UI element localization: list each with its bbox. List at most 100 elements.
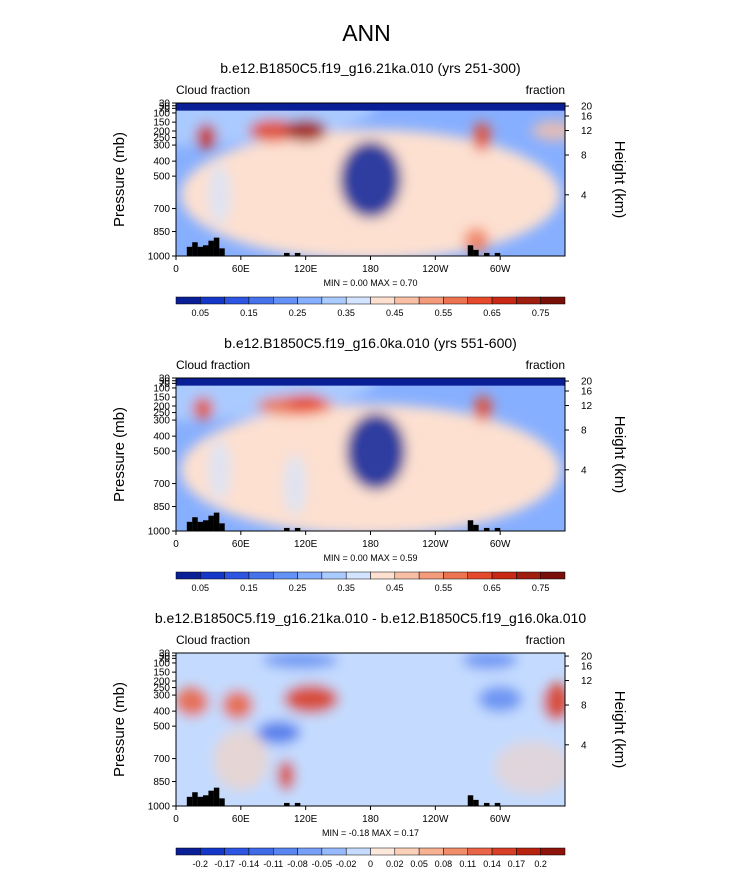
terrain-bar — [494, 802, 501, 806]
height-tick-label: 4 — [581, 465, 587, 476]
colorbar-label: 0.2 — [534, 859, 547, 869]
colorbar-swatch — [467, 571, 493, 580]
terrain-bar — [186, 246, 193, 256]
colorbar-swatch — [345, 296, 371, 305]
y-tick-label: 250 — [153, 133, 170, 144]
y-tick-label: 400 — [153, 157, 170, 168]
terrain-bar — [203, 795, 209, 806]
y-tick-label: 500 — [153, 172, 170, 183]
terrain-bar — [294, 527, 301, 531]
terrain-bar — [473, 249, 479, 256]
x-tick-label: 0 — [173, 264, 179, 275]
colorbar-swatch — [467, 296, 493, 305]
field-blobs — [176, 103, 565, 256]
colorbar-swatch — [175, 296, 201, 305]
terrain-bar — [208, 790, 214, 806]
colorbar-label: -0.2 — [193, 859, 209, 869]
field-blob — [195, 123, 217, 150]
colorbar-swatch — [370, 571, 396, 580]
colorbar-swatch — [491, 296, 517, 305]
y-tick-label: 250 — [153, 683, 170, 694]
left-label: Cloud fraction — [176, 633, 250, 647]
field-blob — [286, 393, 325, 412]
left-label: Cloud fraction — [176, 358, 250, 372]
panel-title: b.e12.B1850C5.f19_g16.21ka.010 - b.e12.B… — [155, 610, 586, 626]
height-tick-label: 16 — [581, 662, 593, 673]
colorbar-swatch — [394, 571, 420, 580]
field-blob — [542, 682, 565, 722]
colorbar-label: 0.45 — [386, 308, 404, 318]
field-blob — [256, 720, 301, 745]
colorbar-swatch — [248, 296, 274, 305]
colorbar-swatch — [418, 847, 444, 856]
colorbar-label: 0.15 — [240, 308, 258, 318]
y-tick-label: 1000 — [148, 802, 171, 813]
height-tick-label: 20 — [581, 102, 593, 113]
colorbar-swatch — [443, 571, 468, 580]
y-tick-label: 100 — [153, 108, 170, 119]
field-blob — [261, 653, 339, 669]
min-max-stats: MIN = -0.18 MAX = 0.17 — [322, 828, 419, 838]
y-tick-label: 30 — [159, 99, 171, 110]
page-title: ANN — [342, 20, 391, 46]
y-tick-label: 300 — [153, 416, 170, 427]
colorbar-swatch — [224, 571, 250, 580]
field-blob — [248, 118, 298, 143]
colorbar-label: -0.11 — [263, 859, 283, 869]
terrain-bar — [483, 527, 490, 531]
y-tick-label: 500 — [153, 447, 170, 458]
terrain-bar — [494, 527, 501, 531]
y-tick-label: 850 — [153, 502, 170, 513]
colorbar-swatch — [540, 571, 566, 580]
terrain-bar — [467, 245, 474, 256]
field-blob — [192, 396, 214, 421]
y-tick-label: 400 — [153, 432, 170, 443]
height-tick-label: 20 — [581, 652, 593, 663]
field-blob — [477, 685, 523, 713]
terrain-bar — [192, 242, 198, 256]
colorbar-label: 0.17 — [508, 859, 526, 869]
field-blob — [494, 740, 565, 795]
colorbar-swatch — [491, 847, 517, 856]
terrain-bar — [284, 527, 290, 531]
stratosphere-band — [176, 378, 565, 386]
terrain-bar — [219, 798, 225, 806]
colorbar-swatch — [540, 296, 566, 305]
x-tick-label: 60E — [232, 539, 250, 550]
colorbar-swatch — [394, 296, 420, 305]
colorbar-swatch — [467, 847, 493, 856]
x-tick-label: 180 — [362, 814, 379, 825]
colorbar-label: -0.02 — [336, 859, 357, 869]
y2-axis-title: Height (km) — [611, 691, 628, 769]
colorbar-swatch — [297, 296, 323, 305]
terrain-bar — [192, 517, 198, 531]
x-tick-label: 60W — [490, 264, 511, 275]
x-tick-label: 120W — [422, 264, 449, 275]
right-label: fraction — [526, 633, 565, 647]
colorbar-label: -0.05 — [312, 859, 333, 869]
colorbar-label: 0.25 — [289, 308, 307, 318]
contour-field — [176, 103, 565, 256]
terrain-bar — [483, 252, 490, 256]
colorbar-swatch — [248, 847, 274, 856]
colorbar-swatch — [175, 571, 201, 580]
colorbar-label: -0.14 — [239, 859, 260, 869]
panel-title: b.e12.B1850C5.f19_g16.21ka.010 (yrs 251-… — [220, 60, 520, 76]
terrain-bar — [473, 524, 479, 531]
y-tick-label: 1000 — [148, 252, 171, 263]
y-tick-label: 50 — [159, 651, 171, 662]
colorbar-label: 0.75 — [532, 583, 550, 593]
colorbar-swatch — [297, 571, 323, 580]
y-tick-label: 250 — [153, 408, 170, 419]
x-tick-label: 60E — [232, 814, 250, 825]
colorbar-swatch — [418, 571, 444, 580]
colorbar-label: 0.45 — [386, 583, 404, 593]
terrain-bar — [197, 246, 204, 256]
colorbar-swatch — [273, 847, 298, 856]
stratosphere-band — [176, 103, 565, 111]
y-tick-label: 150 — [153, 668, 170, 679]
field-blob — [531, 120, 565, 141]
y-axis-title: Pressure (mb) — [111, 132, 128, 227]
field-blob — [277, 759, 295, 791]
